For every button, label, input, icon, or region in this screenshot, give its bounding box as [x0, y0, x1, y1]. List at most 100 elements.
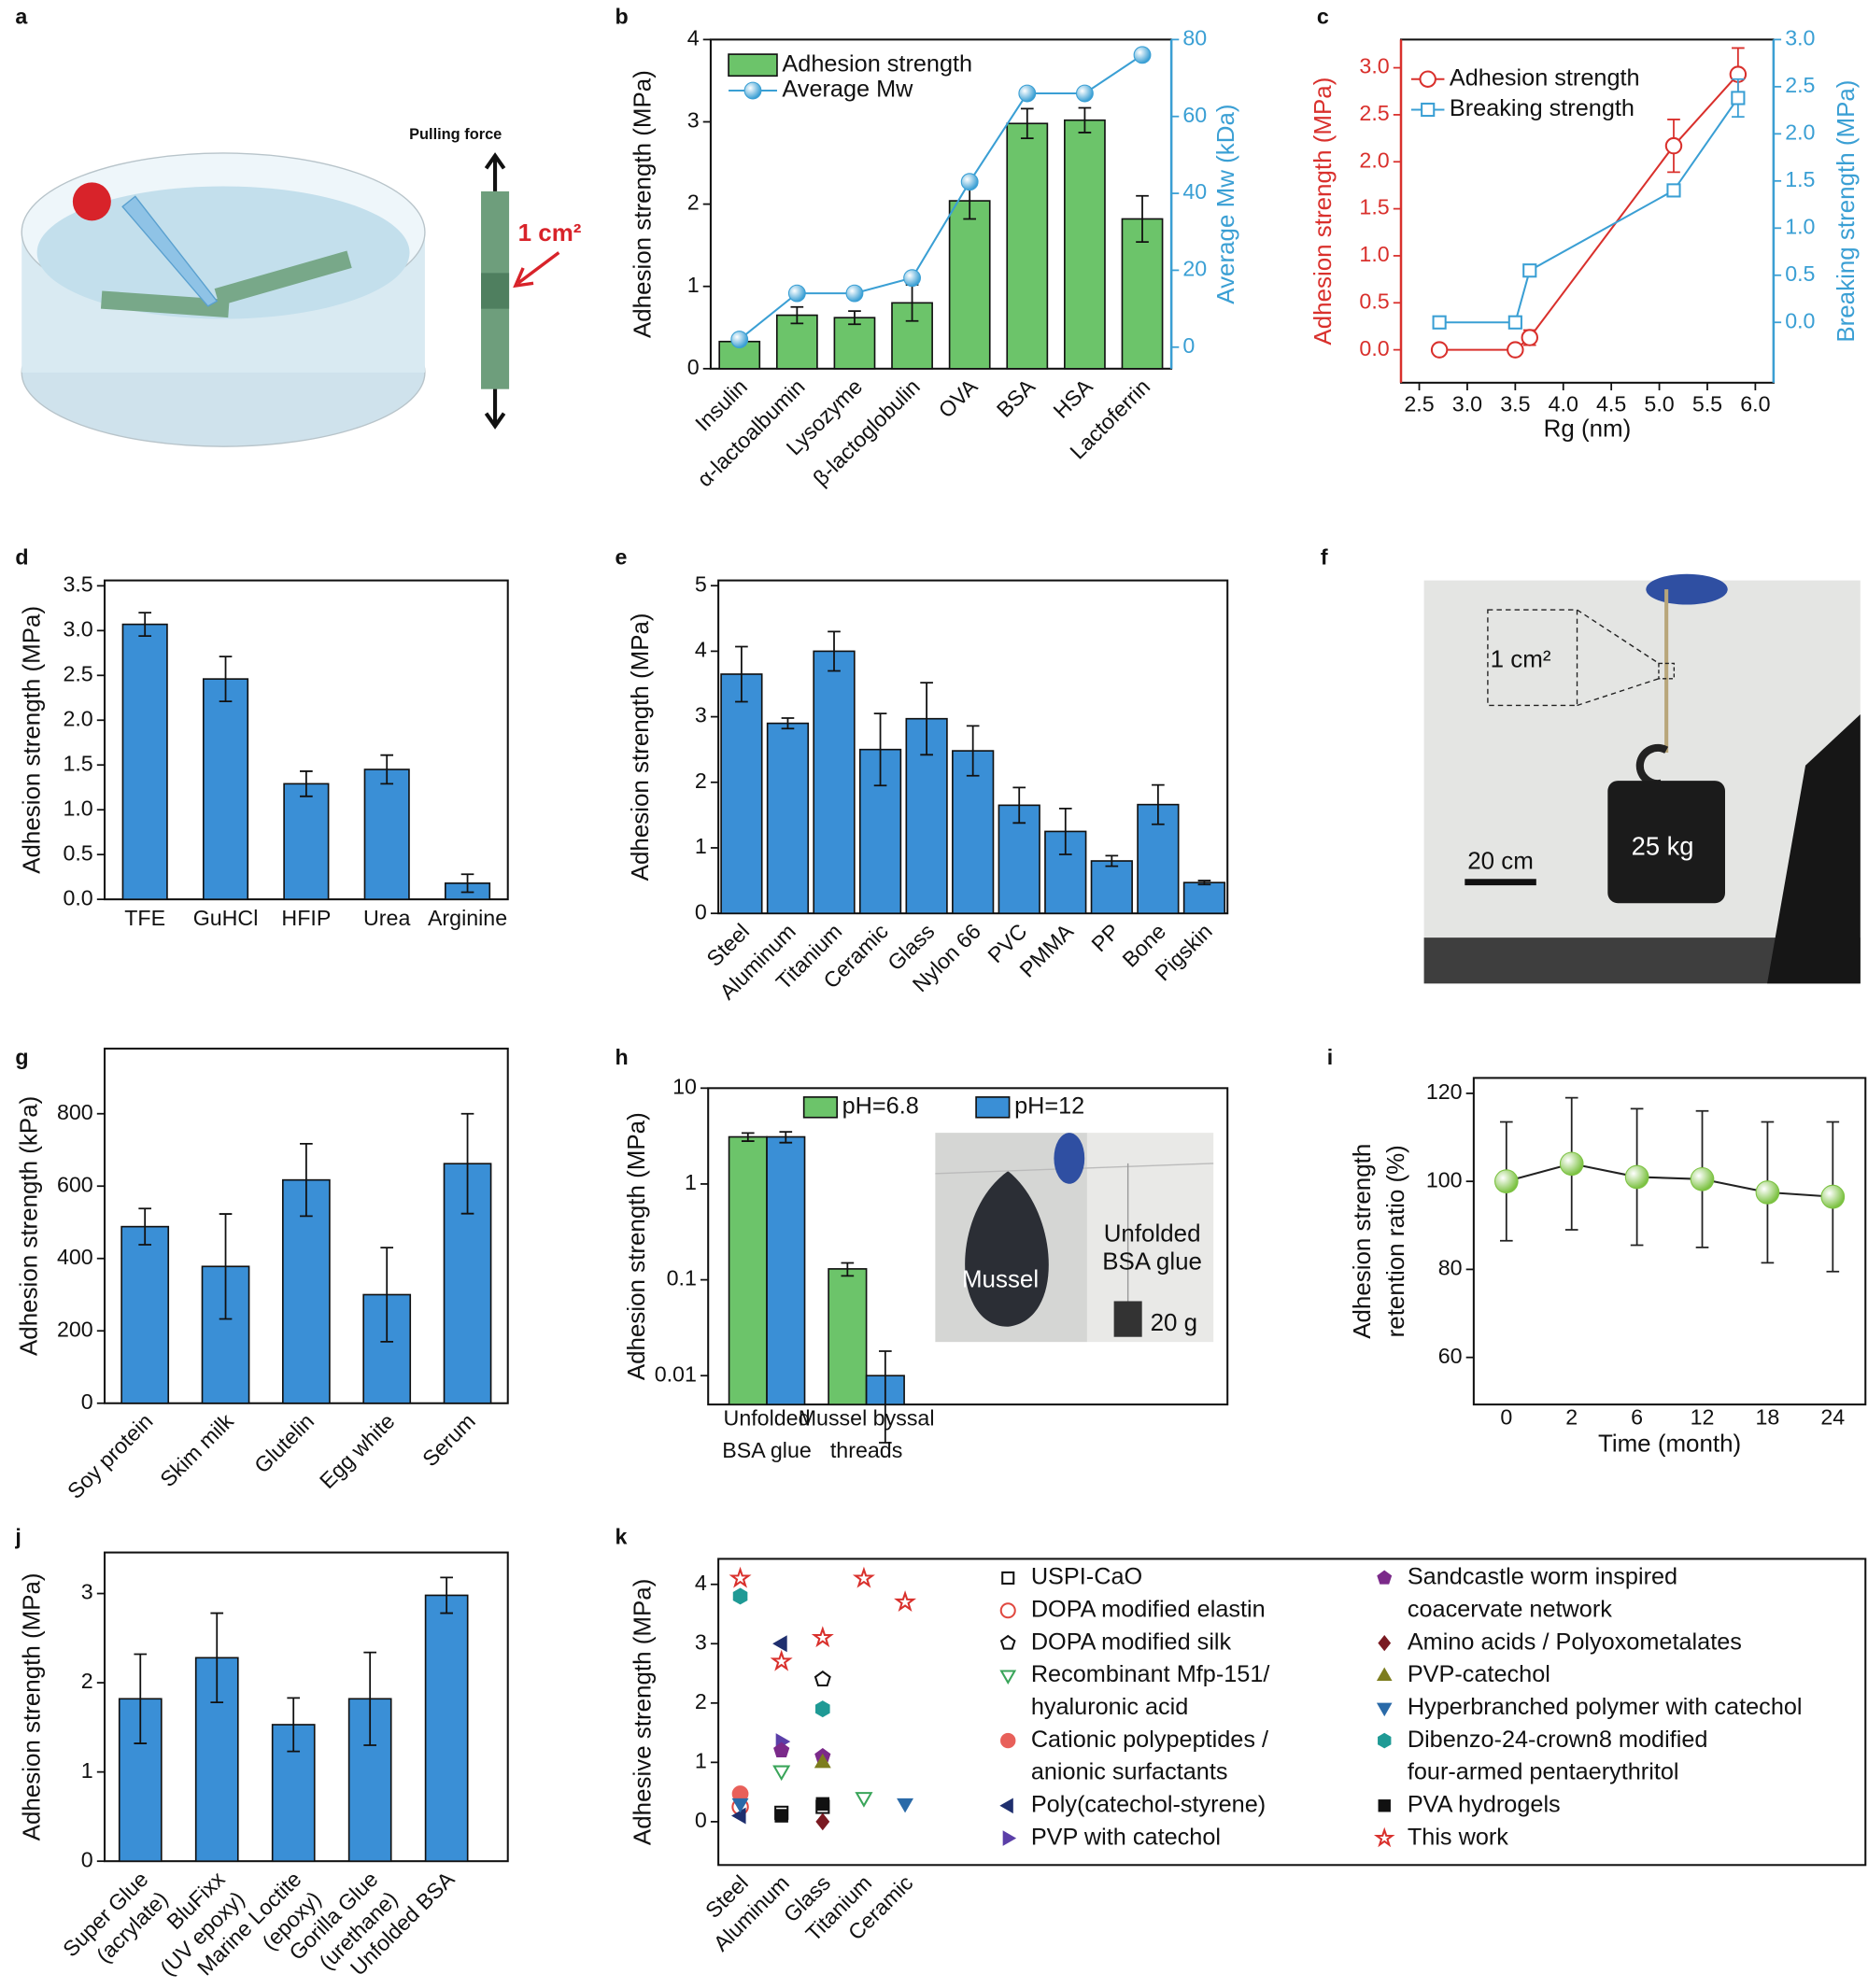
- glove: [1054, 1133, 1085, 1184]
- point: [815, 1700, 830, 1718]
- legend-label: four-armed pentaerythritol: [1408, 1759, 1679, 1785]
- axis-label: Average Mw (kDa): [1213, 104, 1239, 303]
- error-bar: [210, 1612, 224, 1703]
- x-tick-label: threads: [830, 1438, 902, 1462]
- y-tick-label: 400: [57, 1245, 93, 1269]
- error-bar: [735, 645, 748, 703]
- legend-marker: [1378, 1799, 1391, 1812]
- plot-frame: [717, 1558, 1867, 1867]
- error-bar: [300, 770, 313, 797]
- y-tick-label: 3.0: [1359, 54, 1389, 78]
- bar: [283, 783, 330, 900]
- axis-label: Time (month): [1598, 1431, 1741, 1458]
- legend-marker: [1002, 1830, 1017, 1846]
- bar: [948, 200, 991, 370]
- plot-frame: [1472, 1077, 1867, 1406]
- legend-marker: [1001, 1571, 1015, 1585]
- point: [1432, 315, 1447, 330]
- y-tick-label: 0: [695, 1808, 707, 1832]
- x-tick-label: 4.0: [1549, 392, 1578, 416]
- point: [1624, 1164, 1649, 1190]
- legend-label: Amino acids / Polyoxometalates: [1408, 1628, 1742, 1655]
- bar: [121, 623, 168, 900]
- error-bar: [219, 656, 233, 703]
- y-tick-label: 1: [685, 1170, 697, 1194]
- annotation: 1 cm²: [518, 220, 582, 247]
- point: [1820, 1184, 1846, 1209]
- error-bar: [1078, 106, 1092, 134]
- point: [729, 1566, 752, 1588]
- y-tick-label: 120: [1426, 1079, 1463, 1104]
- error-bar: [1058, 807, 1072, 855]
- legend-marker: [1376, 1667, 1393, 1681]
- x-tick-label: BSA: [992, 374, 1040, 422]
- x-tick-label: 3.0: [1452, 392, 1482, 416]
- point: [811, 1626, 834, 1648]
- plot-frame: [707, 1087, 1229, 1406]
- axis-label: Adhesion strength: [1350, 1144, 1376, 1339]
- y-tick-label: 2: [695, 1689, 707, 1713]
- x-tick-label: Unfolded: [724, 1406, 811, 1431]
- point: [1559, 1151, 1584, 1177]
- legend-marker: [999, 1602, 1016, 1619]
- y-tick-label: 0.01: [655, 1361, 697, 1386]
- annotation: Unfolded: [1104, 1220, 1201, 1247]
- legend-label: coacervate network: [1408, 1596, 1612, 1622]
- legend-marker: [1377, 1570, 1393, 1585]
- point: [1493, 1169, 1519, 1193]
- y-tick-label: 2.5: [63, 661, 92, 685]
- x-tick-label: 18: [1756, 1404, 1780, 1429]
- y-tick-label: 1.0: [63, 796, 92, 820]
- error-bar: [138, 1207, 152, 1246]
- y-tick-label: 0.5: [1359, 289, 1389, 313]
- y2-tick-label: 20: [1182, 257, 1207, 281]
- y-tick-label: 0: [695, 899, 707, 924]
- legend-marker: [1378, 1732, 1392, 1749]
- point: [1507, 315, 1522, 330]
- point: [772, 1635, 787, 1653]
- y-tick-label: 1.0: [1359, 242, 1389, 266]
- error-bar: [848, 310, 861, 326]
- y2-tick-label: 80: [1182, 26, 1207, 50]
- y2-tick-label: 1.5: [1785, 167, 1815, 191]
- point: [894, 1590, 917, 1613]
- legend-swatch: [802, 1096, 838, 1119]
- y-tick-label: 3: [687, 108, 700, 133]
- y-tick-label: 0: [81, 1389, 93, 1414]
- legend-swatch: [728, 53, 778, 78]
- axis-label: Adhesive strength (MPa): [630, 1579, 657, 1845]
- point: [1690, 1166, 1715, 1191]
- error-bar: [1197, 880, 1211, 886]
- y-tick-label: 2.5: [1359, 101, 1389, 125]
- axis-label: Adhesion strength (MPa): [630, 70, 657, 338]
- legend-marker: [999, 1798, 1013, 1814]
- y-tick-label: 3: [695, 703, 707, 727]
- annotation: BSA glue: [1102, 1248, 1202, 1275]
- axis-label: Adhesion strength (MPa): [628, 613, 654, 881]
- error-bar: [1020, 107, 1034, 139]
- x-tick-label: BSA glue: [722, 1438, 812, 1462]
- error-bar: [1105, 854, 1119, 867]
- bar: [828, 1268, 868, 1405]
- error-bar: [841, 1262, 855, 1277]
- y-tick-label: 3: [81, 1580, 93, 1604]
- point: [960, 173, 979, 191]
- legend-label: Average Mw: [782, 77, 913, 103]
- weight: [1113, 1301, 1142, 1337]
- point: [731, 1798, 749, 1813]
- x-tick-label: HSA: [1049, 374, 1098, 423]
- axis-label: Adhesion strength (MPa): [624, 1112, 650, 1380]
- force-arrows: [484, 152, 506, 430]
- y-tick-label: 100: [1426, 1167, 1463, 1191]
- y-tick-label: 5: [695, 571, 707, 596]
- x-tick-label: 24: [1820, 1404, 1845, 1429]
- x-tick-label: 5.5: [1692, 392, 1722, 416]
- error-bar: [879, 1350, 892, 1444]
- x-tick-label: Urea: [363, 906, 410, 930]
- bar: [813, 650, 856, 914]
- bar: [120, 1225, 170, 1404]
- y-tick-label: 0.0: [63, 885, 92, 909]
- bar: [952, 750, 995, 914]
- area-box: [1658, 662, 1676, 680]
